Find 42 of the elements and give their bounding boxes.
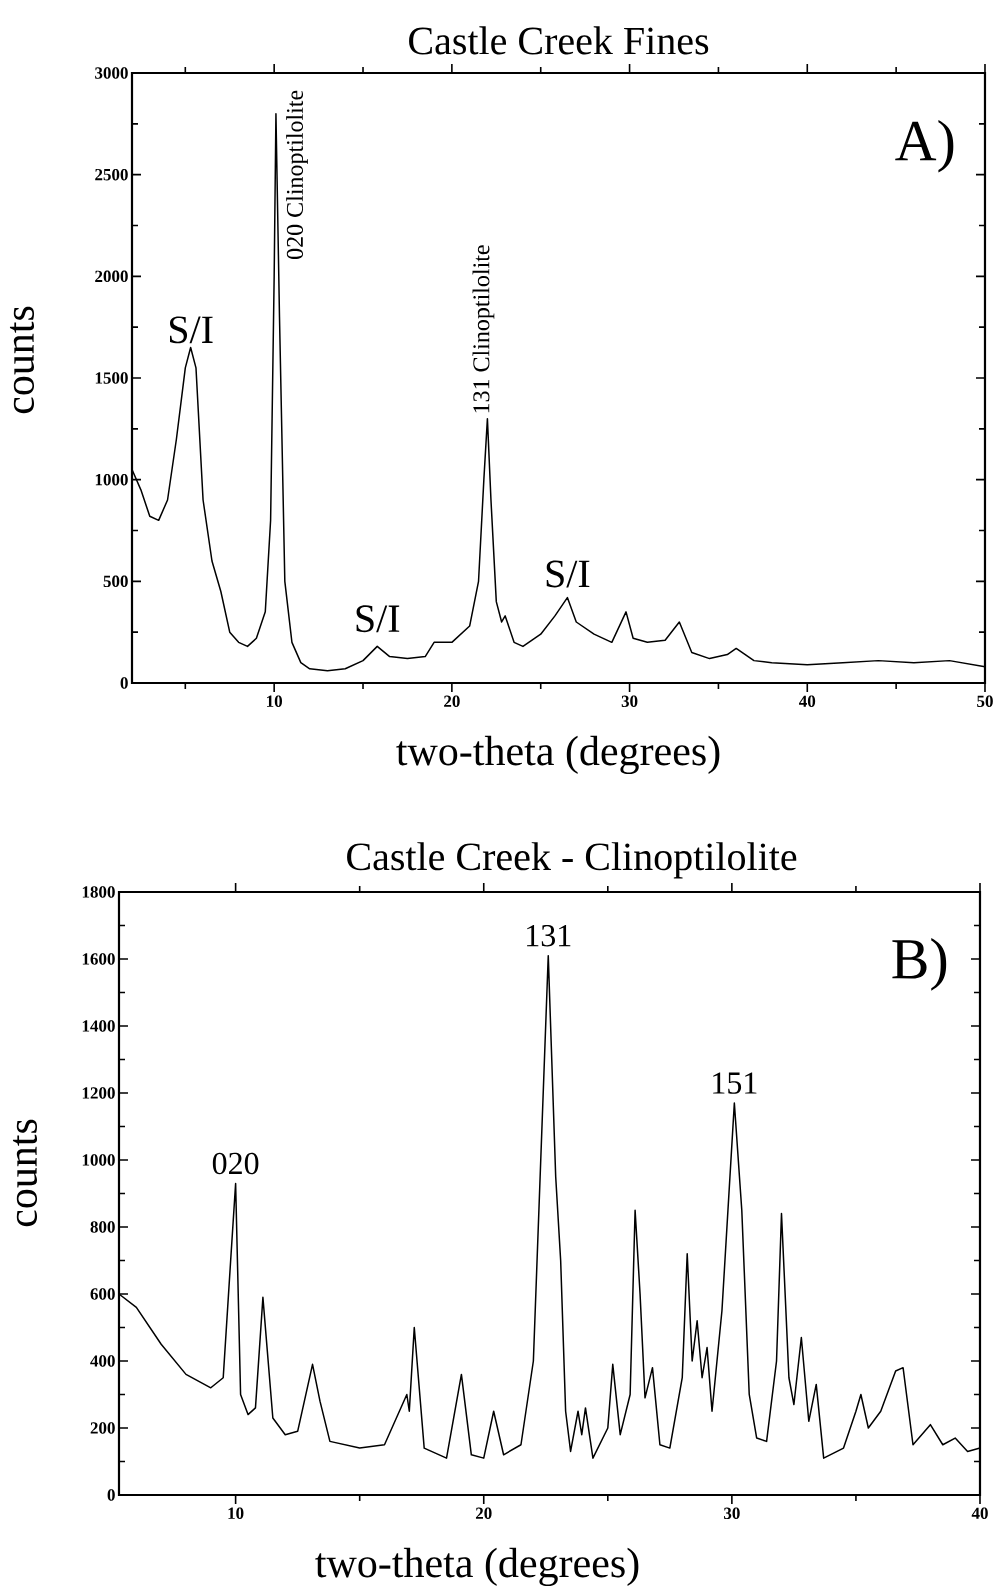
x-tick-label: 40 [971,1507,988,1519]
y-tick-label: 2500 [95,168,128,181]
annotation: 131 Clinoptilolite [472,245,495,413]
y-tick-label: 1400 [82,1020,115,1032]
y-tick-label: 1000 [82,1154,115,1166]
y-tick-label: 3000 [95,67,128,79]
y-tick-label: 500 [103,575,128,588]
x-tick-label: 10 [267,695,283,707]
annotation: 020 Clinoptilolite [286,90,308,259]
y-tick-label: 1000 [95,473,128,486]
y-tick-label: 400 [90,1355,115,1367]
annotation: 131 [527,924,571,947]
chart-title: Castle Creek - Clinoptilolite [347,842,797,879]
x-tick-label: 50 [977,695,993,707]
annotation: B) [892,938,947,991]
y-tick-label: 600 [90,1288,115,1300]
x-tick-label: 10 [228,1507,244,1519]
y-tick-label: 1500 [95,372,128,384]
y-tick-label: 800 [90,1221,115,1233]
y-tick-label: 0 [107,1489,115,1501]
y-tick-label: 2000 [95,270,128,283]
x-tick-label: 20 [475,1507,492,1519]
annotation: S/I [546,560,590,588]
y-axis-title: counts [12,1119,38,1227]
y-tick-label: 1600 [82,953,115,965]
x-tick-label: 30 [621,695,638,707]
y-axis-title: counts [9,306,35,414]
annotation: S/I [356,605,400,633]
y-tick-label: 1200 [82,1087,115,1099]
annotation: 151 [713,1072,757,1094]
annotation: S/I [169,316,213,344]
x-axis-title: two-theta (degrees) [396,735,720,775]
annotation: 020 [212,1152,259,1175]
x-tick-label: 20 [444,695,460,707]
x-axis-title: two-theta (degrees) [315,1547,639,1587]
y-tick-label: 200 [90,1422,115,1434]
y-tick-label: 1800 [82,886,115,898]
x-tick-label: 30 [724,1507,740,1519]
y-tick-label: 0 [120,677,128,689]
chart-title: Castle Creek Fines [409,26,709,55]
annotation: A) [895,119,954,173]
x-tick-label: 40 [799,695,816,707]
